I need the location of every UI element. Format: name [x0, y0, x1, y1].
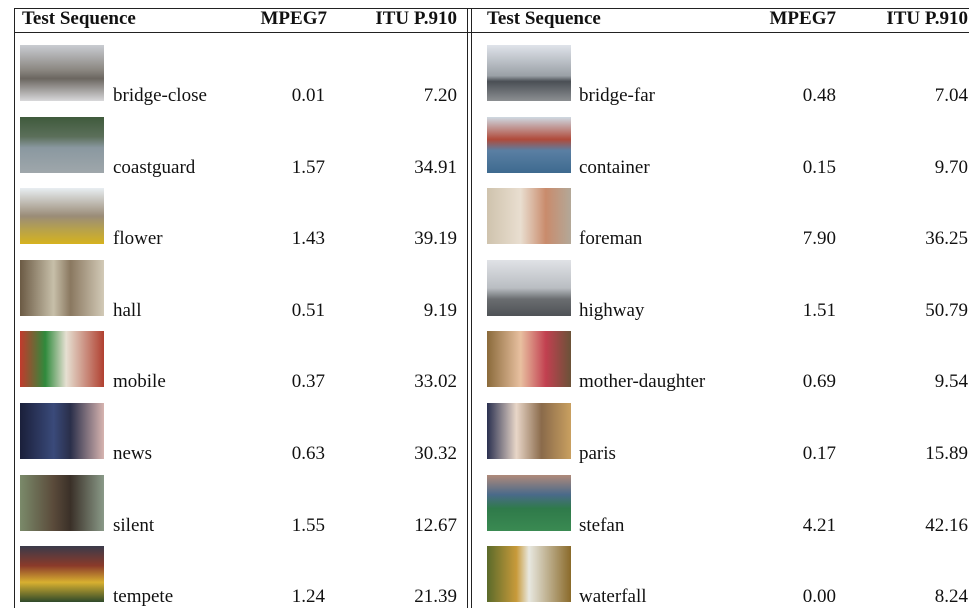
- thumbnail: [487, 116, 571, 173]
- column-header: MPEG7: [260, 8, 328, 29]
- score: 39.19: [414, 228, 457, 250]
- column-header: Test Sequence: [22, 8, 136, 29]
- score: 0.17: [802, 443, 836, 464]
- sequence-name: news: [113, 443, 153, 464]
- thumbnail: [20, 188, 104, 245]
- sequence-name: stefan: [579, 514, 625, 536]
- score: 1.57: [291, 156, 325, 178]
- column-header: ITU P.910: [375, 8, 457, 29]
- sequence-name: tempete: [113, 586, 174, 608]
- score: 9.54: [934, 371, 968, 393]
- score: 50.79: [925, 299, 968, 321]
- sequence-name: highway: [579, 299, 645, 321]
- thumbnail: [487, 188, 571, 245]
- score: 8.24: [934, 586, 968, 608]
- thumbnail: [20, 331, 104, 388]
- sequence-name: paris: [579, 443, 616, 464]
- score: 7.90: [802, 228, 836, 250]
- sequence-name: hall: [113, 299, 142, 321]
- rule: [14, 8, 969, 9]
- score: 0.01: [291, 85, 325, 106]
- score: 0.48: [802, 85, 836, 106]
- thumbnail: [487, 474, 571, 531]
- sequence-name: bridge-far: [579, 85, 655, 106]
- sequence-name: container: [579, 156, 650, 178]
- score: 0.15: [802, 156, 836, 178]
- sequence-name: silent: [113, 514, 155, 536]
- score: 0.51: [291, 299, 325, 321]
- score: 36.25: [925, 228, 968, 250]
- thumbnail: [20, 403, 104, 459]
- sequence-name: waterfall: [579, 586, 647, 608]
- score: 21.39: [414, 586, 457, 608]
- score: 0.37: [291, 371, 325, 393]
- column-header: Test Sequence: [487, 8, 601, 29]
- score: 15.89: [925, 443, 968, 464]
- score: 34.91: [414, 156, 457, 178]
- score: 4.21: [802, 514, 836, 536]
- sequence-name: coastguard: [113, 156, 196, 178]
- score: 1.55: [291, 514, 325, 536]
- sequence-name: flower: [113, 228, 163, 250]
- score: 1.51: [802, 299, 836, 321]
- thumbnail: [20, 259, 104, 316]
- rule: [14, 8, 15, 608]
- thumbnail: [487, 403, 571, 459]
- thumbnail: [20, 45, 104, 101]
- score: 7.20: [423, 85, 457, 106]
- thumbnail: [487, 546, 571, 603]
- score: 1.24: [291, 586, 325, 608]
- rule: [14, 32, 969, 33]
- score: 0.00: [802, 586, 836, 608]
- score: 1.43: [291, 228, 325, 250]
- sequence-name: mother-daughter: [579, 371, 706, 393]
- score: 12.67: [414, 514, 457, 536]
- score: 42.16: [925, 514, 968, 536]
- score: 33.02: [414, 371, 457, 393]
- score: 9.70: [934, 156, 968, 178]
- rule: [471, 8, 472, 608]
- rule: [467, 8, 468, 608]
- column-header: ITU P.910: [886, 8, 968, 29]
- score: 0.63: [291, 443, 325, 464]
- column-header: MPEG7: [769, 8, 837, 29]
- sequence-name: mobile: [113, 371, 166, 393]
- thumbnail: [20, 116, 104, 173]
- score: 30.32: [414, 443, 457, 464]
- score: 9.19: [423, 299, 457, 321]
- thumbnail: [20, 474, 104, 531]
- thumbnail: [487, 45, 571, 101]
- thumbnail: [487, 331, 571, 388]
- thumbnail: [20, 546, 104, 603]
- sequence-name: foreman: [579, 228, 643, 250]
- thumbnail: [487, 259, 571, 316]
- score: 7.04: [934, 85, 968, 106]
- score: 0.69: [802, 371, 836, 393]
- sequence-name: bridge-close: [113, 85, 207, 106]
